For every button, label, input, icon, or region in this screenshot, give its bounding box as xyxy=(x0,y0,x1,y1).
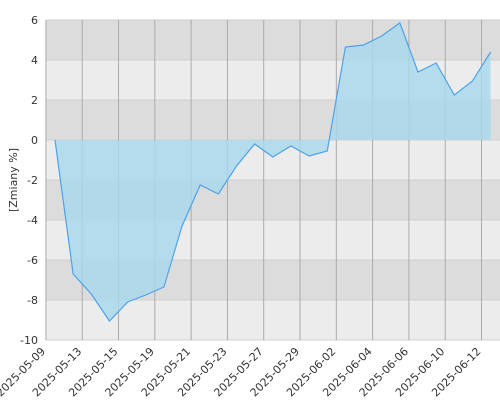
y-tick-label: 0 xyxy=(31,134,38,147)
y-tick-label: 6 xyxy=(31,14,38,27)
y-tick-label: -4 xyxy=(27,214,38,227)
y-tick-label: -8 xyxy=(27,294,38,307)
line xyxy=(54,22,492,322)
area-fill xyxy=(55,23,491,321)
y-tick-label: 2 xyxy=(31,94,38,107)
y-tick-label: -2 xyxy=(27,174,38,187)
y-axis-label: [Zmiany %] xyxy=(7,148,20,212)
y-tick-label: -6 xyxy=(27,254,38,267)
y-tick-label: -10 xyxy=(20,334,38,347)
y-tick-label: 4 xyxy=(31,54,38,67)
grid-band xyxy=(46,20,500,60)
